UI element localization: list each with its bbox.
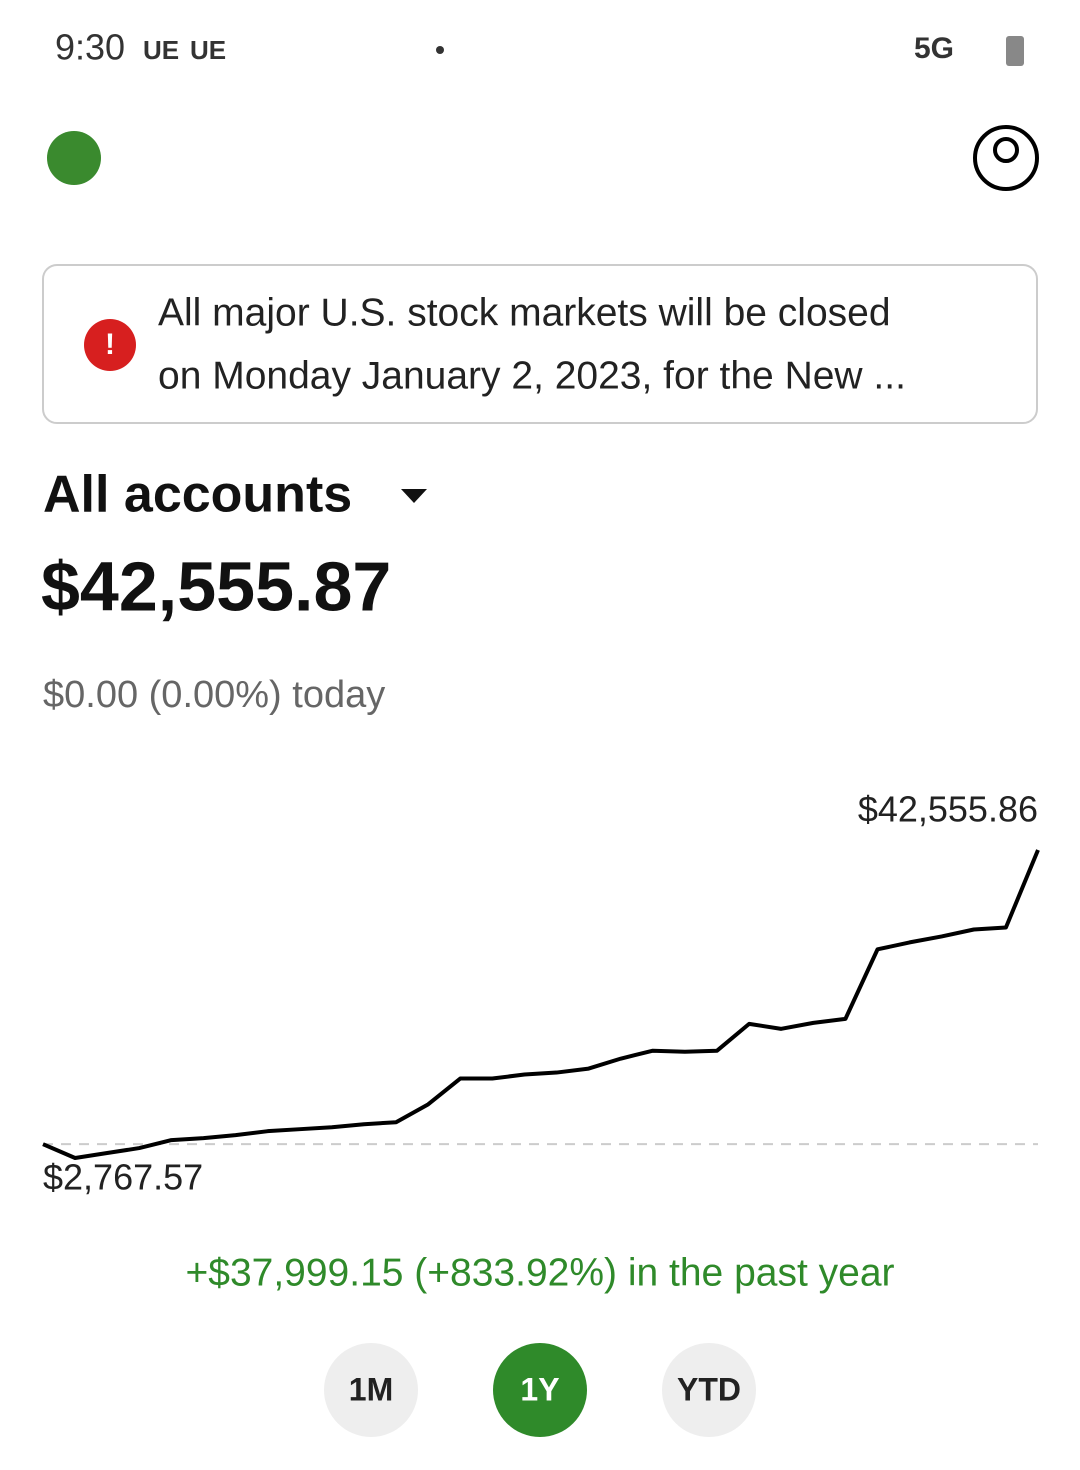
today-change: $0.00 (0.00%) today <box>43 674 385 716</box>
app-logo[interactable] <box>47 131 101 185</box>
range-label: 1M <box>349 1371 393 1407</box>
profile-icon <box>993 137 1019 163</box>
range-button[interactable] <box>662 1343 756 1437</box>
alert-icon <box>84 319 136 371</box>
period-change: +$37,999.15 (+833.92%) in the past year <box>185 1251 894 1294</box>
range-label: YTD <box>677 1371 741 1407</box>
value-label: $42,555.86 <box>858 789 1038 830</box>
price-line <box>42 849 1040 1160</box>
status-icon: UE <box>143 35 179 65</box>
banner[interactable] <box>42 264 1038 424</box>
banner-line: on Monday January 2, 2023, for the New .… <box>158 354 906 397</box>
profile-button[interactable] <box>973 125 1039 191</box>
range-button[interactable] <box>324 1343 418 1437</box>
alert-mark: ! <box>105 328 115 361</box>
status-network: 5G <box>914 32 954 65</box>
range-button[interactable] <box>493 1343 587 1437</box>
status-icon: UE <box>190 35 226 65</box>
battery <box>1006 36 1024 66</box>
value-label: $2,767.57 <box>43 1157 203 1198</box>
status-time: 9:30 <box>55 27 125 68</box>
dropdown-arrow[interactable] <box>401 489 427 503</box>
range-selector: 1M 1Y YTD <box>324 1343 756 1437</box>
status-dot <box>436 46 444 54</box>
banner-line: All major U.S. stock markets will be clo… <box>158 291 891 334</box>
account-selector[interactable]: All accounts <box>43 466 352 524</box>
range-label: 1Y <box>520 1371 559 1407</box>
balance: $42,555.87 <box>41 547 391 625</box>
chart: $2,767.57 $42,555.86 <box>42 789 1040 1198</box>
